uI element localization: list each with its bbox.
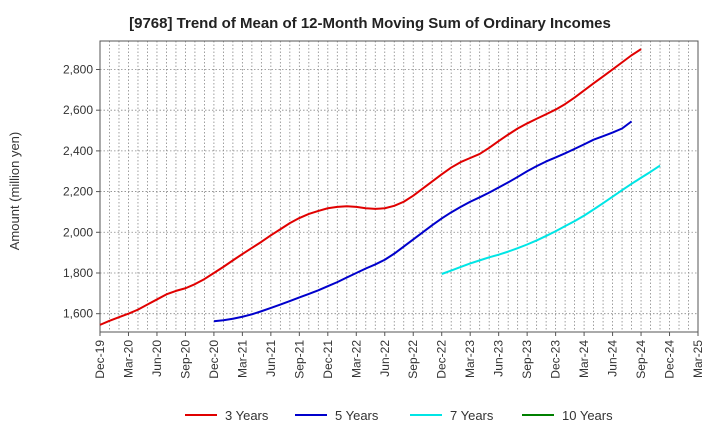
legend-label: 5 Years [335, 408, 379, 423]
x-tick-label: Jun-20 [150, 340, 164, 377]
grid [99, 41, 699, 332]
legend-label: 3 Years [225, 408, 269, 423]
x-tick-label: Sep-21 [292, 340, 306, 379]
y-tick-label: 2,000 [63, 225, 93, 239]
x-axis-ticks: Dec-19 Mar-20 Jun-20 Sep-20 Dec-20 Mar-21 Jun-… [93, 332, 705, 379]
legend-label: 10 Years [562, 408, 613, 423]
legend-label: 7 Years [450, 408, 494, 423]
y-tick-label: 2,600 [63, 103, 93, 117]
legend: 3 Years 5 Years 7 Years 10 Years [185, 408, 613, 423]
x-tick-label: Mar-20 [121, 340, 135, 378]
y-tick-label: 1,800 [63, 266, 93, 280]
x-tick-label: Mar-25 [691, 340, 705, 378]
x-tick-label: Jun-22 [378, 340, 392, 377]
x-tick-label: Mar-21 [235, 340, 249, 378]
x-tick-label: Sep-24 [634, 340, 648, 379]
y-tick-label: 2,800 [63, 62, 93, 76]
series-line-5-years [213, 120, 633, 323]
x-tick-label: Mar-24 [577, 340, 591, 378]
y-tick-label: 1,600 [63, 307, 93, 321]
series-line-7-years [441, 164, 661, 275]
chart-title: [9768] Trend of Mean of 12-Month Moving … [129, 15, 611, 32]
x-tick-label: Dec-24 [663, 340, 677, 379]
plot-area [99, 40, 699, 333]
x-tick-label: Jun-23 [492, 340, 506, 377]
x-tick-label: Mar-23 [463, 340, 477, 378]
y-tick-label: 2,400 [63, 144, 93, 158]
y-tick-label: 2,200 [63, 185, 93, 199]
x-tick-label: Dec-23 [549, 340, 563, 379]
x-tick-label: Mar-22 [349, 340, 363, 378]
x-tick-label: Jun-24 [606, 340, 620, 377]
x-tick-label: Sep-23 [520, 340, 534, 379]
y-axis-ticks: 1,600 1,800 2,000 2,200 2,400 2,600 2,800 [63, 62, 100, 321]
series-lines [99, 48, 661, 326]
y-axis-label: Amount (million yen) [7, 132, 22, 251]
series-line-3-years [99, 48, 642, 326]
x-tick-label: Dec-19 [93, 340, 107, 379]
x-tick-label: Jun-21 [264, 340, 278, 377]
x-tick-label: Dec-21 [321, 340, 335, 379]
x-tick-label: Dec-20 [207, 340, 221, 379]
x-tick-label: Sep-20 [178, 340, 192, 379]
x-tick-label: Sep-22 [406, 340, 420, 379]
x-tick-label: Dec-22 [435, 340, 449, 379]
